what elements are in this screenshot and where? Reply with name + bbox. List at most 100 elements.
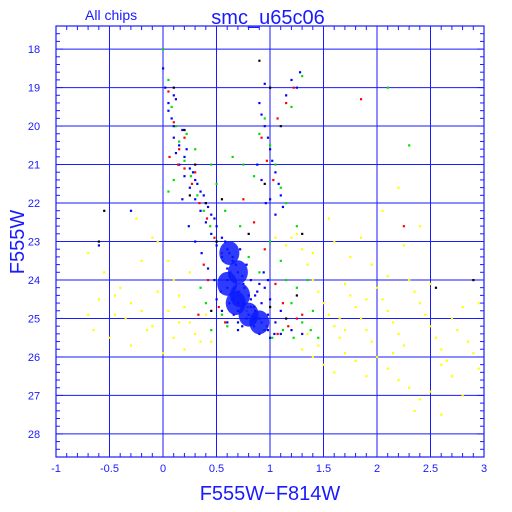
data-point xyxy=(241,325,244,328)
data-point xyxy=(103,209,106,212)
data-point xyxy=(306,263,309,266)
data-point xyxy=(434,336,438,339)
data-point xyxy=(196,194,199,197)
data-point xyxy=(322,302,325,305)
data-point xyxy=(168,155,171,159)
data-point xyxy=(170,105,173,109)
data-point xyxy=(290,236,293,239)
data-point xyxy=(215,182,218,185)
data-point xyxy=(226,267,229,270)
data-point xyxy=(162,67,165,70)
y-tick-label: 18 xyxy=(28,44,40,56)
data-point xyxy=(266,313,270,316)
data-point xyxy=(220,313,224,316)
data-point xyxy=(295,294,298,297)
data-points xyxy=(87,48,480,416)
data-point xyxy=(301,75,304,78)
data-point xyxy=(252,175,256,178)
data-point xyxy=(279,186,282,189)
data-point xyxy=(249,298,252,301)
data-point xyxy=(188,167,191,170)
data-point xyxy=(202,263,205,266)
data-point xyxy=(263,117,266,120)
data-point xyxy=(156,240,159,243)
data-point xyxy=(239,225,242,228)
data-point xyxy=(365,298,368,301)
data-point xyxy=(210,309,213,312)
data-point xyxy=(217,305,220,309)
data-point xyxy=(202,194,205,197)
data-point xyxy=(167,309,170,312)
data-point xyxy=(381,298,384,301)
data-point xyxy=(301,348,304,351)
data-point xyxy=(370,340,373,343)
data-point xyxy=(226,321,229,324)
data-point xyxy=(199,209,202,212)
data-point xyxy=(151,325,154,328)
data-point xyxy=(170,117,173,120)
data-point xyxy=(263,125,266,128)
data-point xyxy=(295,286,298,289)
y-tick-label: 27 xyxy=(28,390,40,402)
data-point-cluster xyxy=(219,241,240,266)
tick-labels: -1 -0.5 0 0.5 1 1.5 2 2.5 3 18 19 20 21 22 23 24 25 26 27 2… xyxy=(28,44,487,475)
data-point xyxy=(194,148,197,151)
data-point xyxy=(224,240,227,243)
data-point xyxy=(176,163,180,166)
data-point xyxy=(209,225,212,228)
data-point xyxy=(434,286,438,289)
data-point xyxy=(472,278,475,282)
data-point xyxy=(129,344,133,347)
data-point xyxy=(210,213,213,216)
data-point xyxy=(242,198,245,201)
data-point xyxy=(322,363,325,366)
data-point xyxy=(172,278,175,282)
data-point xyxy=(263,82,266,85)
data-point xyxy=(429,390,432,393)
data-point xyxy=(359,317,363,320)
data-point xyxy=(188,271,191,274)
data-point xyxy=(196,182,199,185)
data-point xyxy=(172,336,175,339)
data-point xyxy=(220,198,224,201)
data-point xyxy=(424,313,427,316)
data-point xyxy=(213,217,216,220)
data-point xyxy=(343,329,347,332)
data-point xyxy=(359,236,363,239)
data-point xyxy=(172,94,175,97)
data-point xyxy=(285,101,288,105)
data-point xyxy=(386,309,389,312)
data-point xyxy=(140,259,143,262)
data-point xyxy=(276,117,279,120)
data-point xyxy=(183,305,186,309)
data-point xyxy=(256,163,259,166)
data-point xyxy=(301,232,304,236)
data-point xyxy=(413,409,416,413)
data-point xyxy=(386,275,389,278)
data-point xyxy=(119,286,122,289)
data-point xyxy=(226,325,229,328)
data-point xyxy=(311,309,314,312)
data-point xyxy=(306,278,309,282)
data-point xyxy=(256,290,259,293)
data-point xyxy=(269,86,272,89)
y-axis-label: F555W xyxy=(7,210,29,275)
data-point xyxy=(194,332,197,336)
data-point xyxy=(327,217,331,220)
data-point xyxy=(167,109,170,112)
data-point xyxy=(269,198,272,201)
x-tick-label: 3 xyxy=(481,463,487,475)
data-point xyxy=(242,163,245,166)
data-point xyxy=(461,305,464,309)
data-point xyxy=(167,101,170,105)
data-point xyxy=(408,278,411,282)
data-point xyxy=(220,236,224,239)
data-point xyxy=(343,282,347,286)
data-point xyxy=(108,336,111,339)
data-point xyxy=(204,313,207,316)
data-point xyxy=(263,182,266,185)
x-axis-label: F555W−F814W xyxy=(200,483,341,505)
data-point xyxy=(306,332,309,336)
data-point xyxy=(408,386,411,389)
data-point xyxy=(210,340,213,343)
